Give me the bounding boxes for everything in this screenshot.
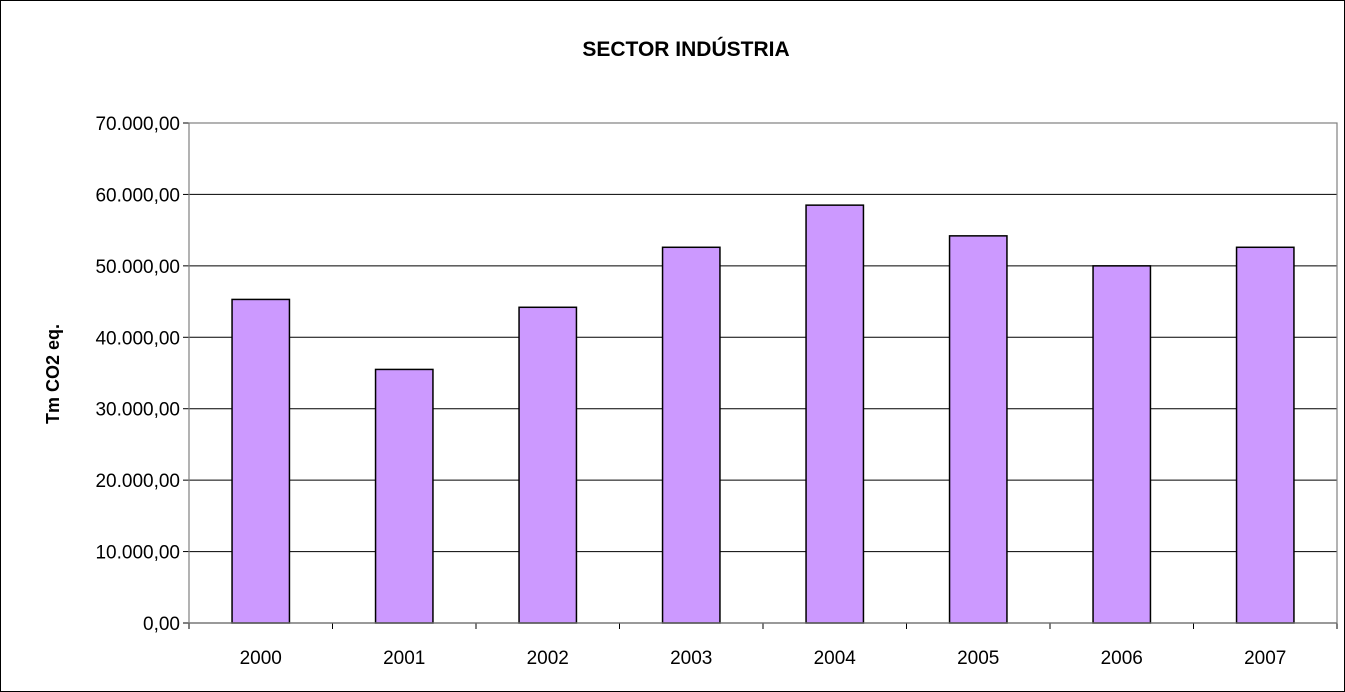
x-tick-label: 2004 [814,648,857,669]
x-tick-label: 2000 [240,648,282,669]
y-tick-label: 10.000,00 [95,543,180,564]
x-tick-label: 2003 [670,648,712,669]
bar-2003 [661,246,721,624]
bar-2006 [1092,265,1152,624]
y-axis-ticks: 0,00 10.000,00 20.000,00 30.000,00 40.000,00… [95,114,189,635]
bar-2005 [948,235,1008,624]
y-tick-label: 40.000,00 [95,328,180,349]
plot-area [188,122,1338,624]
x-tick-label: 2001 [383,648,425,669]
bar-2002 [518,306,578,624]
chart-title: SECTOR INDÚSTRIA [582,37,789,61]
y-tick-label: 20.000,00 [95,471,180,492]
bar-2004 [805,204,865,624]
y-tick-label: 50.000,00 [95,257,180,278]
x-tick-label: 2005 [957,648,999,669]
x-tick-label: 2006 [1101,648,1143,669]
bars [231,204,1295,624]
y-tick-label: 0,00 [143,614,180,635]
bar-2007 [1235,246,1295,624]
bar-2001 [374,368,434,624]
y-tick-label: 60.000,00 [95,185,180,206]
y-tick-label: 30.000,00 [95,400,180,421]
bar-2000 [231,298,291,624]
y-axis-title: Tm CO2 eq. [43,324,63,424]
x-tick-label: 2007 [1244,648,1286,669]
x-tick-label: 2002 [527,648,569,669]
y-tick-label: 70.000,00 [95,114,180,135]
